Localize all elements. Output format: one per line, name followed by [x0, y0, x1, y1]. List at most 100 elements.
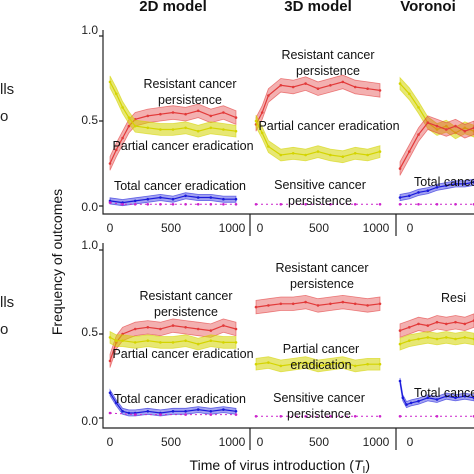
data-point-total: [417, 191, 420, 194]
x-tick-bottom-3d-500: 500: [309, 435, 329, 449]
data-point-total: [454, 396, 457, 400]
data-point-total: [234, 410, 238, 413]
data-point-total: [445, 184, 448, 187]
data-point-sensitive: [159, 203, 162, 206]
data-point-resistant: [291, 302, 295, 306]
data-point-resistant: [378, 89, 382, 92]
x-tick-top-3d-500: 500: [309, 221, 329, 235]
data-point-resistant: [279, 302, 283, 306]
data-point-resistant: [209, 329, 213, 332]
data-point-total: [127, 411, 131, 415]
annotation-top-voronoi-total: Total cancer: [414, 175, 474, 189]
data-point-total: [398, 196, 402, 199]
data-point-sensitive: [279, 203, 283, 206]
data-point-partial: [184, 339, 187, 343]
data-point-total: [398, 379, 402, 383]
data-point-partial: [121, 106, 124, 109]
data-point-partial: [222, 341, 225, 344]
data-point-sensitive: [209, 203, 213, 206]
data-point-partial: [366, 362, 369, 366]
data-point-sensitive: [184, 413, 187, 416]
data-point-total: [222, 408, 225, 411]
data-point-partial: [445, 124, 448, 128]
data-point-total: [426, 396, 430, 400]
annotation-bottom-3d-sensitive-1: Sensitive cancer: [273, 391, 365, 405]
annotation-bottom-voronoi-total: Total cancer: [414, 386, 474, 400]
data-point-total: [121, 410, 124, 413]
data-point-partial: [115, 92, 118, 96]
data-point-sensitive: [454, 203, 457, 206]
data-point-total: [184, 410, 187, 413]
data-point-partial: [435, 128, 439, 131]
data-point-partial: [398, 342, 402, 346]
data-point-partial: [279, 153, 283, 157]
x-tick-top-2d-1000: 1000: [219, 221, 246, 235]
data-point-partial: [234, 341, 238, 344]
x-tick-bottom-2d-1000: 1000: [219, 435, 246, 449]
data-point-resistant: [316, 304, 320, 307]
data-point-resistant: [108, 162, 112, 165]
data-point-partial: [222, 128, 225, 131]
column-title-2d: 2D model: [139, 0, 207, 15]
data-point-total: [401, 396, 405, 400]
data-point-resistant: [184, 112, 187, 116]
data-point-partial: [209, 339, 213, 343]
column-title-voronoi: Voronoi: [400, 0, 456, 15]
data-point-sensitive: [108, 201, 112, 204]
data-point-resistant: [445, 322, 448, 326]
data-point-partial: [267, 361, 270, 364]
data-point-resistant: [378, 302, 382, 306]
data-point-resistant: [209, 114, 213, 118]
data-point-partial: [316, 150, 320, 153]
data-point-partial: [115, 339, 118, 343]
data-point-total: [159, 196, 162, 199]
data-point-partial: [209, 126, 213, 130]
data-point-resistant: [234, 327, 238, 331]
data-point-resistant: [159, 112, 162, 116]
data-point-sensitive: [304, 203, 307, 206]
data-point-resistant: [196, 109, 200, 113]
data-point-total: [184, 194, 187, 198]
data-point-total: [417, 399, 420, 403]
series-band-resistant: [109, 103, 237, 171]
x-axis-label: Time of virus introduction (TI): [190, 457, 370, 474]
data-point-sensitive: [398, 415, 402, 418]
data-point-sensitive: [234, 413, 238, 416]
annotation-top-3d-sensitive-1: Sensitive cancer: [274, 178, 366, 192]
data-point-resistant: [234, 116, 238, 119]
data-point-resistant: [426, 324, 430, 327]
annotation-bottom-2d-resistant-1: Resistant cancer: [139, 289, 232, 303]
series-band-resistant: [399, 313, 474, 338]
data-point-total: [408, 194, 411, 198]
data-point-resistant: [254, 305, 258, 309]
data-point-resistant: [341, 300, 345, 304]
data-point-total: [426, 189, 430, 192]
y-tick-top-0.0: 0.0: [81, 200, 98, 214]
data-point-partial: [417, 337, 420, 341]
annotation-bottom-3d-partial-1: Partial cancer: [283, 342, 359, 356]
data-point-total: [146, 197, 150, 201]
data-point-resistant: [171, 324, 175, 327]
data-point-partial: [341, 361, 345, 364]
data-point-partial: [366, 153, 369, 157]
data-point-total: [409, 401, 413, 405]
data-point-total: [405, 403, 408, 406]
data-point-resistant: [115, 148, 118, 152]
data-point-partial: [133, 341, 137, 344]
data-point-resistant: [127, 124, 131, 128]
data-point-partial: [454, 337, 457, 341]
data-point-partial: [108, 80, 112, 84]
series-line-resistant: [255, 81, 381, 125]
data-point-resistant: [304, 300, 307, 304]
data-point-partial: [353, 152, 357, 155]
x-tick-top-3d-0: 0: [257, 221, 264, 235]
data-point-partial: [291, 152, 295, 155]
annotation-top-3d-sensitive-2: persistence: [288, 194, 352, 208]
annotation-bottom-2d-partial: Partial cancer eradication: [112, 347, 253, 361]
data-point-resistant: [316, 87, 320, 90]
data-point-sensitive: [222, 203, 225, 206]
data-point-sensitive: [254, 203, 258, 206]
axes: [99, 30, 474, 450]
data-point-partial: [435, 337, 439, 341]
data-point-sensitive: [108, 411, 112, 415]
